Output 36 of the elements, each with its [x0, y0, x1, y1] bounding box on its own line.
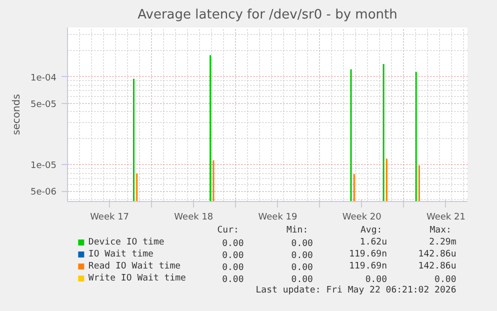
text: 1.62u	[360, 238, 388, 248]
text: 0.00	[434, 275, 456, 285]
x-tick-label: Week 18	[174, 212, 214, 222]
text: 0.00	[222, 275, 244, 285]
legend-label: Read IO Wait time	[88, 262, 181, 272]
text: 0.00	[291, 263, 313, 273]
y-tick-label: 1e-04	[30, 73, 57, 84]
text: 0.00	[222, 251, 244, 261]
text: 119.69n	[349, 262, 388, 272]
text: Avg:	[360, 226, 382, 236]
y-tick-label: 1e-05	[30, 161, 57, 172]
text: Min:	[286, 226, 308, 236]
legend-label: Device IO time	[88, 238, 164, 248]
x-tick-label: Week 21	[426, 212, 466, 222]
text: Max:	[430, 226, 452, 236]
legend-label: Write IO Wait time	[88, 274, 186, 284]
x-tick-label: Week 20	[342, 212, 382, 222]
text: 0.00	[291, 251, 313, 261]
text: Cur:	[217, 226, 239, 236]
text: 0.00	[291, 275, 313, 285]
chart-title: Average latency for /dev/sr0 - by month	[138, 8, 398, 22]
text: 142.86u	[418, 262, 456, 272]
y-tick-label: 5e-05	[30, 100, 57, 110]
x-tick-label: Week 17	[90, 212, 130, 222]
text: Last update: Fri May 22 06:21:02 2026	[256, 286, 456, 296]
text: 0.00	[365, 275, 388, 285]
text: 2.29m	[429, 238, 456, 248]
text: 119.69n	[349, 250, 388, 260]
text: 142.86u	[418, 250, 456, 260]
y-tick-label: 5e-06	[30, 188, 57, 198]
text: 0.00	[222, 263, 244, 273]
text: 0.00	[291, 239, 313, 249]
legend-label: IO Wait time	[88, 250, 154, 260]
x-tick-label: Week 19	[258, 212, 298, 222]
text: 0.00	[222, 239, 244, 249]
y-axis-title: seconds	[12, 94, 23, 135]
